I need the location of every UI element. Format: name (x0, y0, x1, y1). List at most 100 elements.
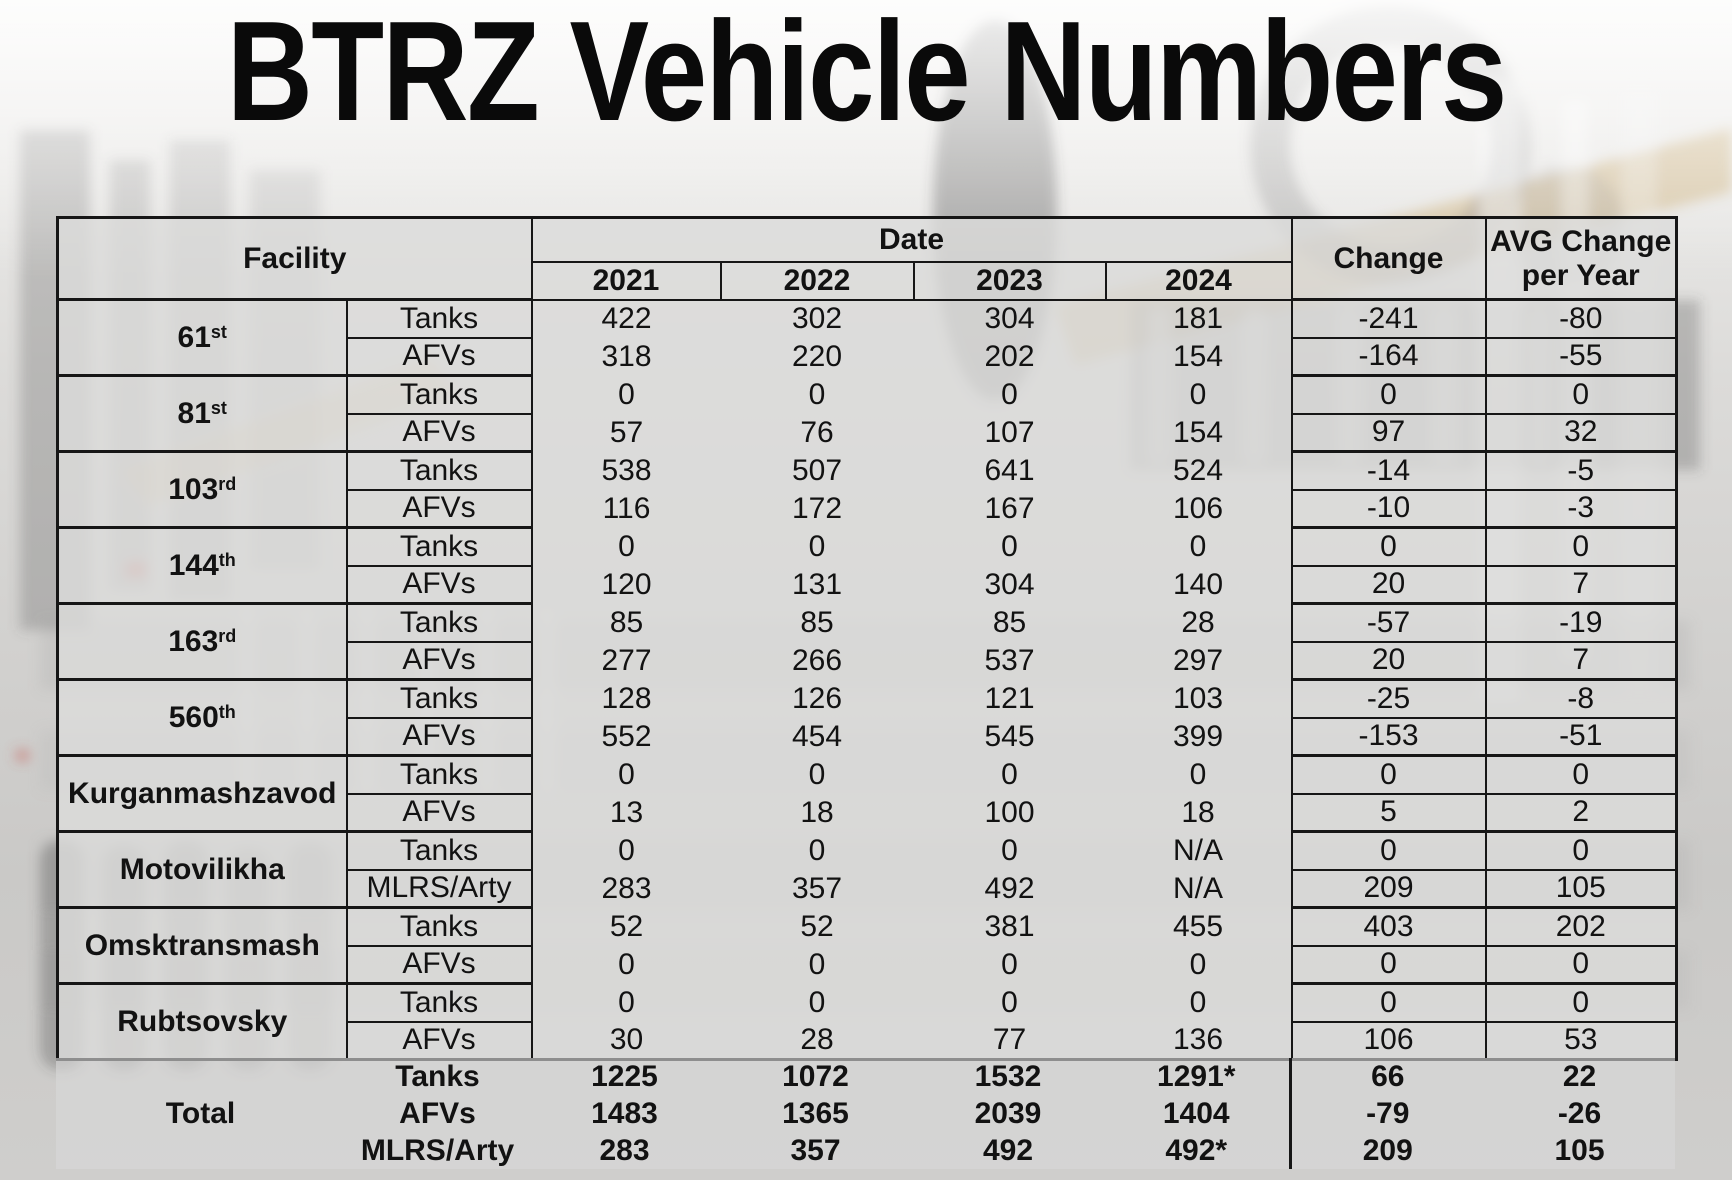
avg-change-value-cell: 7 (1484, 640, 1678, 681)
value-2021: 0 (531, 831, 721, 870)
facility-name-cell: Motovilikha (56, 830, 348, 909)
facility-row: AFVs 552 454 545 399 -153 -51 (58, 716, 1678, 757)
total-change-value: 209 (1288, 1132, 1484, 1169)
total-value-2023: 1532 (912, 1058, 1104, 1095)
facility-row: 560th Tanks 128 126 121 103 -25 -8 (56, 678, 1678, 757)
value-2024: 0 (1105, 755, 1292, 794)
main-table-body: 61st Tanks 422 302 304 181 -241 -80 AFVs 318 220 20… (56, 298, 1678, 1061)
facility-row: MLRS/Arty 283 357 492 N/A 209 105 (58, 868, 1678, 909)
value-2021: 57 (531, 413, 721, 452)
total-avg-change-value: 105 (1484, 1132, 1675, 1169)
value-2024: 455 (1105, 907, 1292, 946)
change-value-cell: 97 (1290, 412, 1487, 453)
value-2023: 167 (913, 489, 1106, 528)
value-2024: 0 (1105, 945, 1292, 984)
value-2024: 18 (1105, 793, 1292, 832)
value-2021: 422 (531, 299, 721, 338)
facility-name-cell: 560th (56, 678, 348, 757)
total-table: Total Tanks 1225 1072 1532 1291* 66 22 A… (56, 1058, 1675, 1169)
facility-name-cell: 61st (56, 298, 348, 377)
avg-change-value-cell: 0 (1484, 526, 1678, 567)
avg-change-value-cell: 0 (1484, 374, 1678, 415)
value-2021: 283 (531, 869, 721, 908)
facility-row: 81st Tanks 0 0 0 0 0 0 (56, 374, 1678, 453)
total-value-2021: 1225 (530, 1058, 719, 1095)
facility-row: 61st Tanks 422 302 304 181 -241 -80 (56, 298, 1678, 377)
total-value-2021: 1483 (530, 1095, 719, 1132)
vehicle-type-cell: AFVs (345, 716, 533, 757)
value-2023: 537 (913, 641, 1106, 680)
facility-ordinal: th (218, 549, 236, 570)
value-2022: 172 (720, 489, 914, 528)
facility-row: Rubtsovsky Tanks 0 0 0 0 0 0 (56, 982, 1678, 1061)
total-row: MLRS/Arty 283 357 492 492* 209 105 (56, 1132, 1675, 1169)
facility-row: 144th Tanks 0 0 0 0 0 0 (56, 526, 1678, 605)
year-header-2023: 2023 (912, 260, 1107, 301)
value-2022: 126 (720, 679, 914, 718)
value-2024: 0 (1105, 375, 1292, 414)
value-2022: 220 (720, 337, 914, 376)
value-2021: 538 (531, 451, 721, 490)
value-2022: 76 (720, 413, 914, 452)
total-value-2022: 1365 (719, 1095, 912, 1132)
vehicle-type-cell: MLRS/Arty (345, 868, 533, 909)
avg-change-value-cell: 0 (1484, 982, 1678, 1023)
value-2022: 0 (720, 945, 914, 984)
change-value-cell: 0 (1290, 830, 1487, 871)
facility-name: 560 (168, 700, 219, 734)
vehicle-type-cell: AFVs (345, 488, 533, 529)
facility-name: 81 (177, 396, 211, 430)
value-2022: 85 (720, 603, 914, 642)
facility-ordinal: rd (218, 625, 237, 646)
facility-name-cell: 144th (56, 526, 348, 605)
value-2024: 140 (1105, 565, 1292, 604)
value-2024: 136 (1105, 1021, 1292, 1060)
change-value-cell: -57 (1290, 602, 1487, 643)
total-row: AFVs 1483 1365 2039 1404 -79 -26 (56, 1095, 1675, 1132)
value-2024: N/A (1105, 831, 1292, 870)
facility-row: 103rd Tanks 538 507 641 524 -14 -5 (56, 450, 1678, 529)
value-2023: 202 (913, 337, 1106, 376)
facility-name-cell: 103rd (56, 450, 348, 529)
value-2024: 154 (1105, 337, 1292, 376)
value-2021: 30 (531, 1021, 721, 1060)
facility-name: 103 (168, 472, 219, 506)
header-row-1: Facility Date Change AVG Change per Year (56, 216, 1678, 301)
change-value-cell: 0 (1290, 944, 1487, 985)
value-2022: 507 (720, 451, 914, 490)
change-value-cell: 209 (1290, 868, 1487, 909)
facility-name: 61 (177, 320, 211, 354)
vehicle-type-cell: Tanks (345, 830, 533, 871)
value-2022: 0 (720, 755, 914, 794)
table-header: Facility Date Change AVG Change per Year… (56, 216, 1678, 301)
facility-row: AFVs 13 18 100 18 5 2 (58, 792, 1678, 833)
change-value-cell: -153 (1290, 716, 1487, 757)
value-2021: 0 (531, 527, 721, 566)
vehicle-type-cell: Tanks (345, 374, 533, 415)
facility-name: Rubtsovsky (117, 1004, 288, 1038)
avg-change-value-cell: -8 (1484, 678, 1678, 719)
facility-row: AFVs 0 0 0 0 0 0 (58, 944, 1678, 985)
value-2022: 302 (720, 299, 914, 338)
facility-name: 144 (168, 548, 219, 582)
vehicle-type-cell: AFVs (345, 792, 533, 833)
facility-row: AFVs 116 172 167 106 -10 -3 (58, 488, 1678, 529)
total-value-2023: 2039 (912, 1095, 1104, 1132)
change-header-cell: Change (1290, 216, 1487, 301)
total-avg-change-value: 22 (1484, 1058, 1675, 1095)
total-value-2022: 357 (719, 1132, 912, 1169)
value-2023: 641 (913, 451, 1106, 490)
value-2022: 52 (720, 907, 914, 946)
value-2024: 0 (1105, 983, 1292, 1022)
value-2023: 85 (913, 603, 1106, 642)
vehicle-type-cell: Tanks (345, 906, 533, 947)
value-2022: 131 (720, 565, 914, 604)
main-table: Facility Date Change AVG Change per Year… (56, 216, 1678, 1061)
change-value-cell: -14 (1290, 450, 1487, 491)
total-value-2022: 1072 (719, 1058, 912, 1095)
value-2023: 0 (913, 527, 1106, 566)
year-header-2024: 2024 (1104, 260, 1293, 301)
value-2023: 0 (913, 755, 1106, 794)
date-header-cell: Date (530, 216, 1293, 263)
